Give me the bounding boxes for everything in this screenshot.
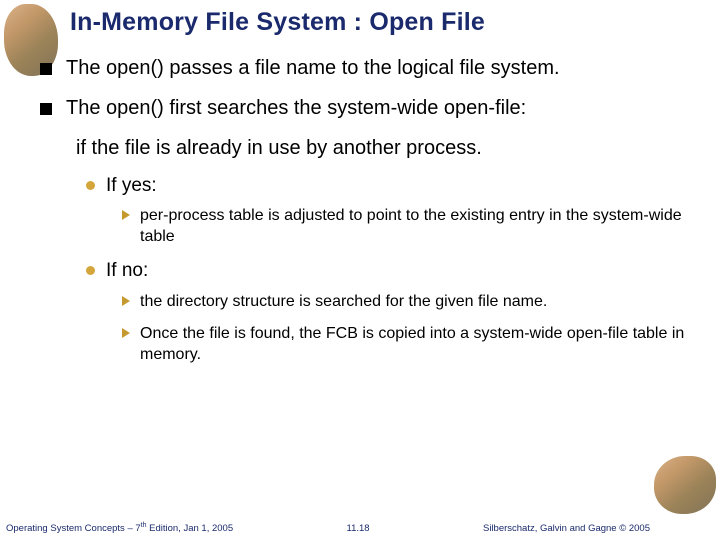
slide-title: In-Memory File System : Open File (70, 8, 680, 37)
footer-right: Silberschatz, Galvin and Gagne © 2005 (483, 523, 650, 534)
bullet-text: Once the file is found, the FCB is copie… (140, 325, 684, 362)
slide: In-Memory File System : Open File The op… (0, 0, 720, 540)
bullet-level-2: If no: (40, 259, 690, 284)
bullet-level-1: The open() passes a file name to the log… (40, 56, 690, 82)
bullet-text: the directory structure is searched for … (140, 293, 547, 310)
bullet-text: if the file is already in use by another… (76, 137, 482, 159)
slide-content: The open() passes a file name to the log… (40, 56, 690, 377)
bullet-text: The open() first searches the system-wid… (66, 97, 526, 119)
bullet-text: The open() passes a file name to the log… (66, 57, 560, 79)
bullet-level-1: The open() first searches the system-wid… (40, 96, 690, 122)
bullet-level-2: If yes: (40, 174, 690, 199)
footer-text: Operating System Concepts – 7 (6, 523, 141, 534)
bullet-text: If no: (106, 260, 148, 281)
footer-center: 11.18 (347, 523, 370, 534)
bullet-level-3: Once the file is found, the FCB is copie… (40, 324, 690, 365)
decorative-art-bottom-right (654, 456, 716, 514)
bullet-level-3: the directory structure is searched for … (40, 292, 690, 312)
footer-left: Operating System Concepts – 7th Edition,… (6, 522, 233, 534)
continuation-text: if the file is already in use by another… (40, 135, 690, 161)
footer-text: Edition, Jan 1, 2005 (147, 523, 234, 534)
bullet-text: per-process table is adjusted to point t… (140, 207, 682, 244)
bullet-level-3: per-process table is adjusted to point t… (40, 206, 690, 247)
slide-footer: Operating System Concepts – 7th Edition,… (6, 522, 650, 534)
bullet-text: If yes: (106, 175, 157, 196)
